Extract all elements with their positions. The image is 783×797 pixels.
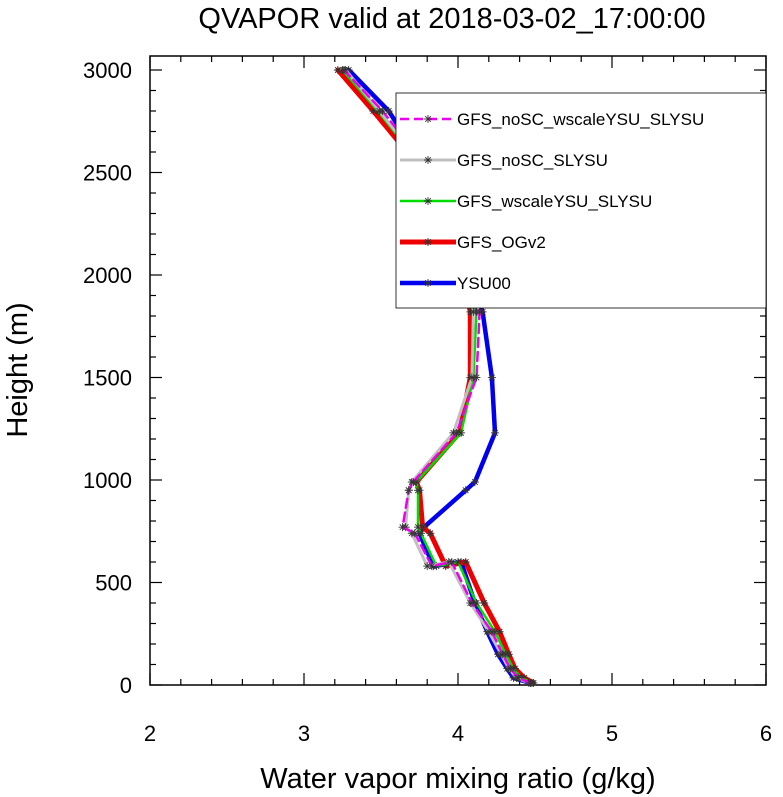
data-point-marker [467,373,476,382]
legend-item: GFS_wscaleYSU_SLYSU [400,192,652,211]
legend-label: GFS_wscaleYSU_SLYSU [457,192,652,211]
y-tick-label: 1000 [83,468,132,493]
data-point-marker [526,678,535,687]
data-point-marker [424,279,432,287]
y-tick-label: 500 [95,571,132,596]
x-tick-label: 5 [606,721,618,746]
data-point-marker [472,373,481,382]
x-axis-label: Water vapor mixing ratio (g/kg) [260,763,655,795]
data-point-marker [409,478,418,487]
data-point-marker [514,673,523,682]
legend-item: YSU00 [400,274,511,293]
data-point-marker [404,486,413,495]
data-point-marker [480,599,489,607]
data-point-marker [427,562,436,571]
data-point-marker [424,156,432,164]
data-point-marker [410,529,419,538]
data-point-marker [424,238,432,246]
data-point-marker [447,558,456,566]
legend-label: GFS_noSC_wscaleYSU_SLYSU [457,110,704,129]
data-point-marker [413,486,422,495]
chart-title: QVAPOR valid at 2018-03-02_17:00:00 [198,3,705,35]
x-tick-label: 6 [760,721,772,746]
legend-label: GFS_noSC_SLYSU [457,151,608,170]
legend-item: GFS_noSC_SLYSU [400,151,608,170]
legend: GFS_noSC_wscaleYSU_SLYSU GFS_noSC_SLYSU GF… [395,92,767,309]
data-point-marker [498,650,507,659]
x-tick-label: 4 [452,721,464,746]
y-tick-label: 2000 [83,263,132,288]
data-point-marker [506,664,515,673]
data-point-marker [340,66,349,74]
data-point-marker [452,428,461,437]
legend-item: GFS_noSC_wscaleYSU_SLYSU [400,110,704,129]
data-point-marker [384,107,393,115]
legend-label: GFS_OGv2 [457,233,546,252]
x-tick-label: 3 [298,721,310,746]
data-point-marker [475,307,484,316]
data-point-marker [426,529,435,538]
data-point-marker [487,373,496,382]
data-point-marker [378,107,387,115]
data-point-marker [424,115,432,123]
data-point-marker [470,478,479,487]
y-tick-label: 2500 [83,161,132,186]
data-point-marker [398,523,407,532]
data-point-marker [487,627,496,636]
data-point-marker [461,558,470,566]
y-tick-label: 1500 [83,366,132,391]
data-point-marker [461,486,470,495]
y-tick-label: 3000 [83,58,132,83]
legend-label: YSU00 [457,274,511,293]
data-point-marker [424,197,432,205]
legend-box [395,92,767,309]
y-tick-label: 0 [120,673,132,698]
data-point-marker [490,428,499,437]
data-point-marker [413,523,422,532]
y-axis-label: Height (m) [2,302,34,437]
legend-item: GFS_OGv2 [400,233,546,252]
data-point-marker [467,599,476,607]
x-tick-label: 2 [144,721,156,746]
tick-labels: 2 3 4 5 6 0 500 1000 1500 2000 2500 3000 [83,58,772,746]
